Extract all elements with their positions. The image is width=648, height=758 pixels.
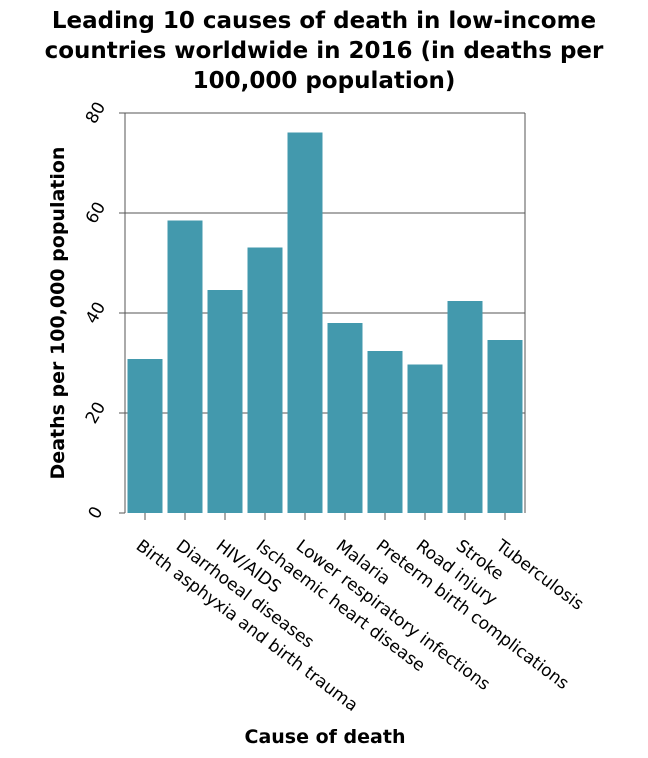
bar-9 [487,340,523,513]
y-tick-label-0: 0 [85,503,108,522]
chart-title-line-3: 100,000 population) [192,68,456,94]
bars [127,132,523,513]
bar-3 [247,247,283,513]
axes [119,112,526,520]
bar-5 [327,323,363,513]
bar-8 [447,301,483,513]
x-tick-label-9: Tuberculosis [491,535,587,614]
chart-title-line-1: Leading 10 causes of death in low-income [51,8,597,34]
bar-2 [207,290,243,513]
bar-1 [167,220,203,513]
bar-4 [287,132,323,513]
y-tick-labels: 0 20 40 60 80 [82,99,110,523]
chart-title: Leading 10 causes of death in low-income… [0,6,648,96]
x-tick-labels: Birth asphyxia and birth traumaDiarrhoea… [132,535,587,715]
bar-0 [127,359,163,513]
y-tick-label-4: 80 [82,99,110,128]
y-axis-title: Deaths per 100,000 population [47,147,69,480]
bar-7 [407,364,443,513]
y-tick-label-1: 20 [82,399,110,428]
x-axis-title: Cause of death [245,726,406,748]
bar-6 [367,351,403,513]
chart-title-line-2: countries worldwide in 2016 (in deaths p… [44,38,604,64]
y-tick-label-2: 40 [82,299,110,328]
y-tick-label-3: 60 [82,199,110,228]
